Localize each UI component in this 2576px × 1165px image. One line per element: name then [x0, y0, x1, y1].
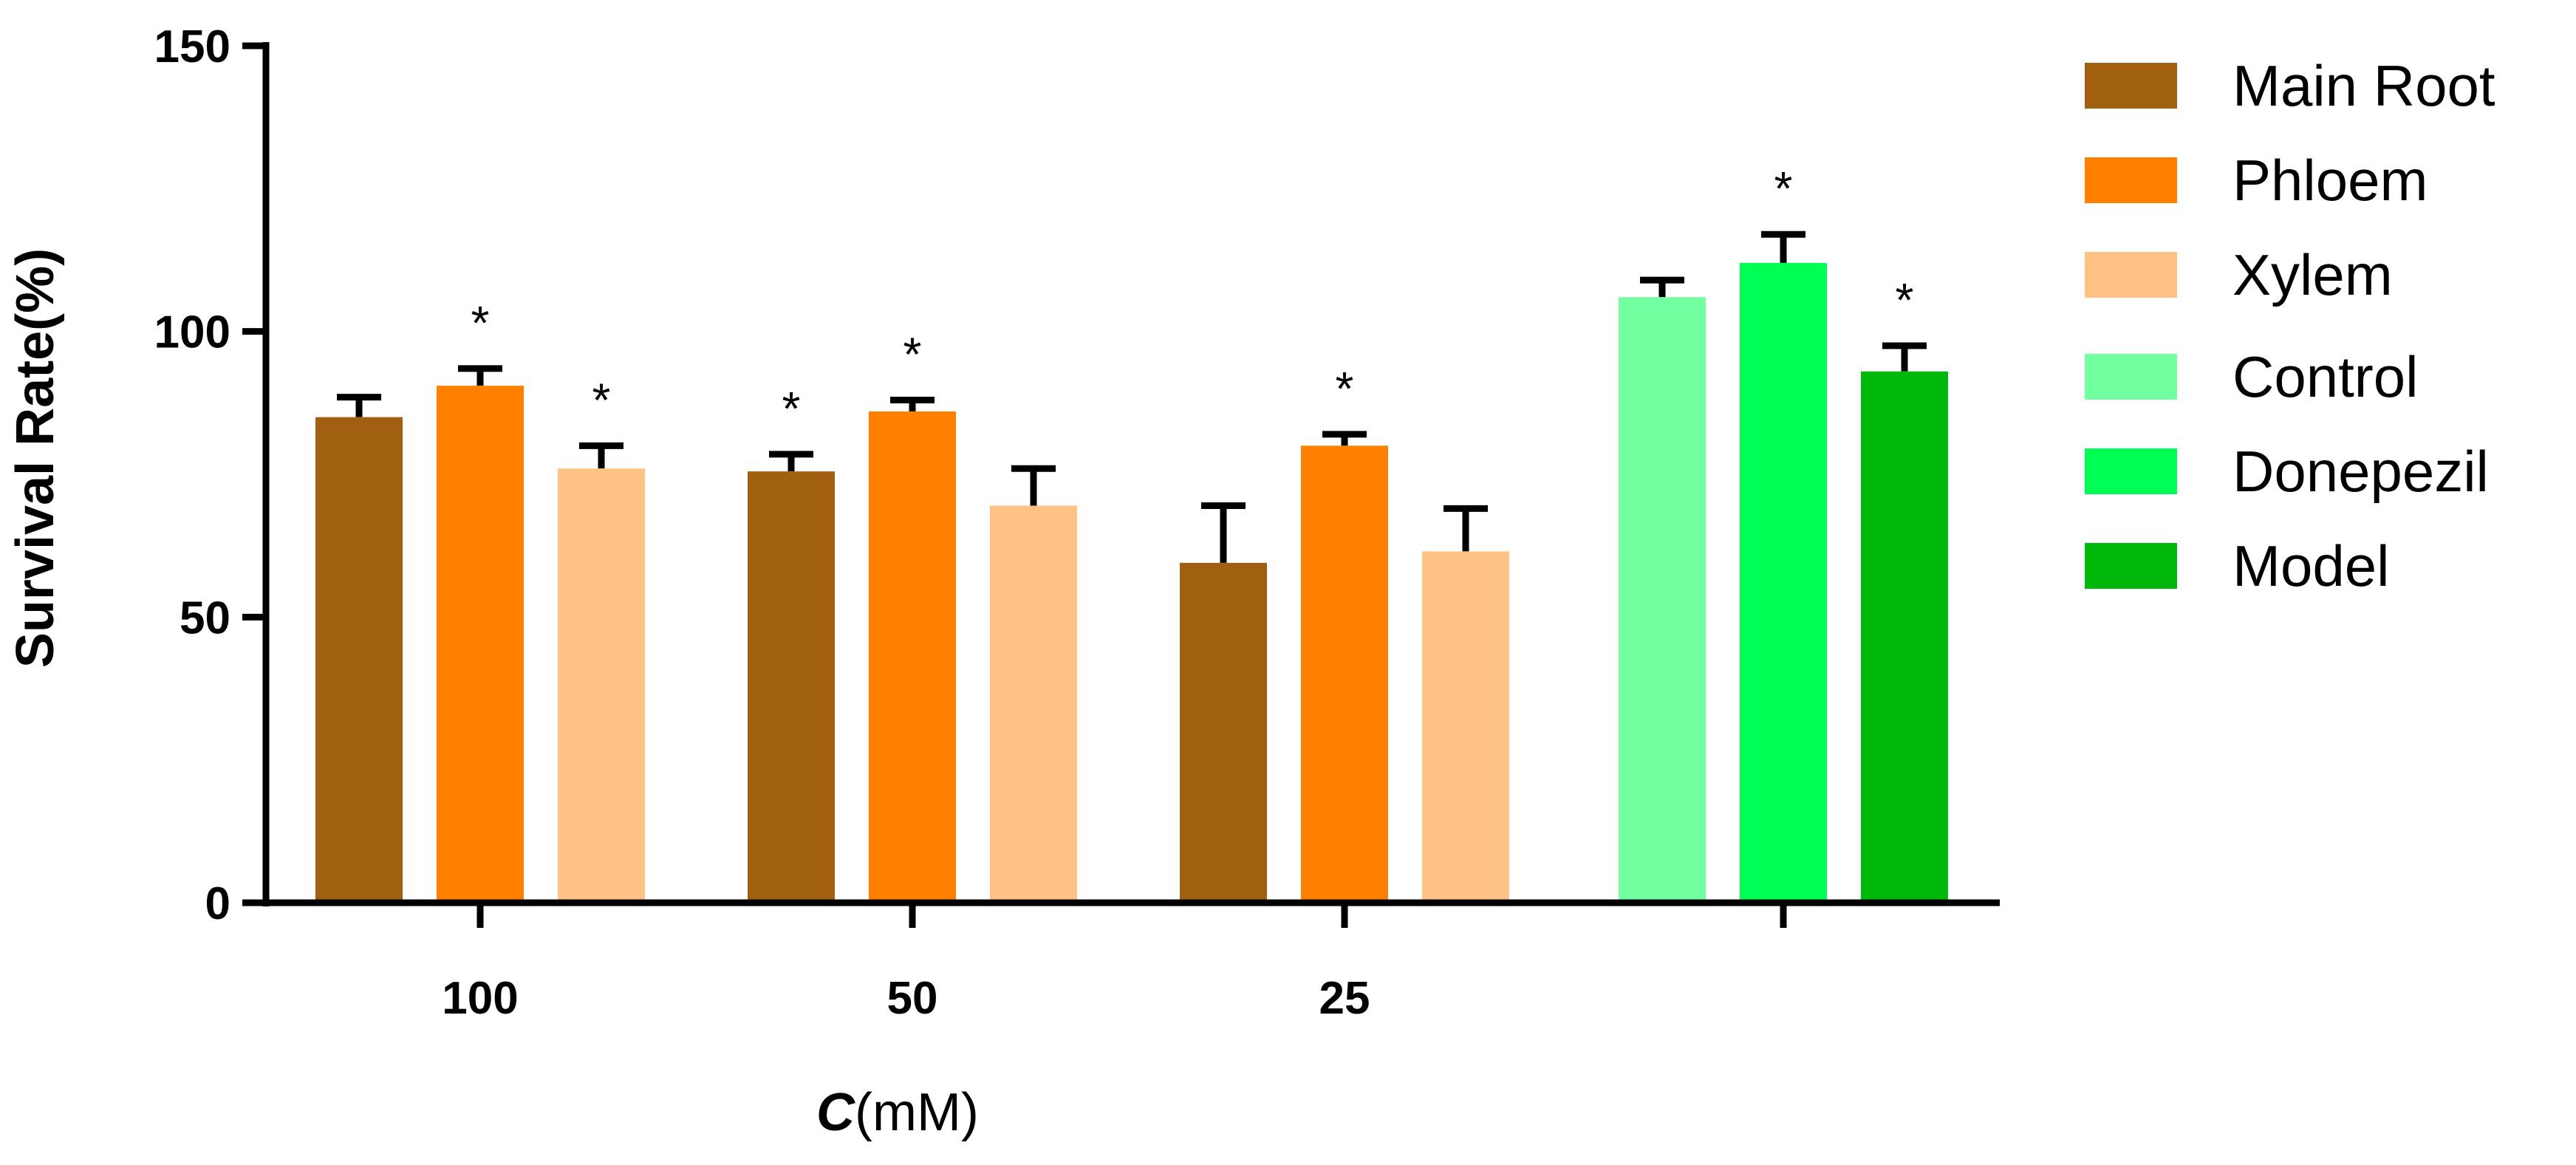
legend: Main Root Phloem Xylem Control Donepezil Mode… — [2085, 53, 2495, 598]
y-tick-label-0: 0 — [205, 878, 230, 929]
significance-star-model-3: * — [1896, 273, 1914, 327]
significance-star-xylem-0: * — [592, 373, 611, 426]
significance-star-phloem-0: * — [471, 296, 490, 349]
significance-star-donepezil-3: * — [1774, 162, 1793, 215]
legend-label-phloem: Phloem — [2232, 148, 2428, 213]
y-tick-label-50: 50 — [180, 592, 230, 643]
legend-swatch-donepezil — [2085, 448, 2177, 494]
bar-phloem-2 — [1301, 445, 1388, 903]
legend-swatch-control — [2085, 354, 2177, 400]
bar-main-root-2 — [1180, 562, 1267, 903]
legend-swatch-xylem — [2085, 252, 2177, 298]
x-tick-label-100: 100 — [442, 973, 518, 1024]
significance-star-phloem-1: * — [903, 327, 922, 380]
bar-main-root-0 — [315, 417, 403, 903]
x-tick-label-50: 50 — [887, 973, 938, 1024]
legend-swatch-model — [2085, 543, 2177, 589]
x-axis-title-unit: (mM) — [855, 1083, 979, 1142]
legend-label-donepezil: Donepezil — [2232, 439, 2489, 504]
legend-label-main-root: Main Root — [2232, 53, 2495, 118]
significance-star-main-root-1: * — [782, 382, 801, 435]
legend-label-xylem: Xylem — [2232, 242, 2393, 307]
x-axis-title-variable: C — [816, 1083, 855, 1142]
significance-star-phloem-2: * — [1336, 362, 1354, 415]
bar-phloem-0 — [437, 386, 524, 903]
y-tick-label-150: 150 — [154, 21, 230, 72]
bar-xylem-0 — [558, 468, 645, 903]
x-tick-label-25: 25 — [1319, 973, 1370, 1024]
legend-label-control: Control — [2232, 344, 2418, 409]
y-tick-label-100: 100 — [154, 307, 230, 358]
bar-xylem-1 — [990, 505, 1077, 903]
y-axis-title: Survival Rate(%) — [6, 248, 65, 668]
bars-layer: * * * * * * * — [315, 162, 1948, 903]
bar-phloem-1 — [869, 411, 956, 903]
bar-donepezil-3 — [1740, 262, 1827, 903]
bar-xylem-2 — [1422, 551, 1509, 903]
axes-layer: 0 50 100 150 100 50 25 — [154, 21, 2000, 1024]
bar-control-3 — [1619, 297, 1706, 903]
legend-swatch-main-root — [2085, 63, 2177, 109]
legend-swatch-phloem — [2085, 157, 2177, 203]
x-axis-title: C(mM) — [816, 1083, 979, 1142]
bar-model-3 — [1861, 371, 1948, 903]
bar-main-root-1 — [748, 471, 835, 903]
legend-label-model: Model — [2232, 533, 2389, 598]
